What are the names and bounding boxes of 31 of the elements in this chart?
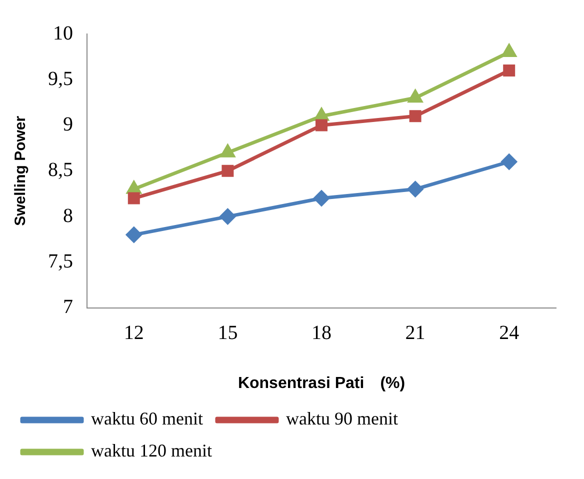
point (220, 144, 235, 158)
point (126, 227, 142, 243)
point (503, 64, 516, 76)
x-tick-label: 15 (218, 322, 238, 344)
point (408, 90, 422, 103)
x-axis-title: Konsentrasi Pati (%) (238, 374, 406, 392)
point (222, 164, 234, 177)
x-tick-label: 24 (499, 322, 520, 344)
y-tick-label: 7,5 (48, 250, 73, 272)
y-tick-label: 7 (63, 296, 73, 318)
y-tick-label: 9,5 (48, 68, 73, 90)
legend-label: waktu 60 menit (91, 408, 203, 429)
point (502, 44, 516, 58)
point (316, 119, 328, 132)
legend-label: waktu 120 menit (91, 440, 212, 461)
y-tick-label: 8 (63, 204, 73, 227)
y-tick-label: 10 (53, 22, 73, 44)
point (220, 208, 236, 224)
x-tick-label: 12 (124, 322, 144, 344)
legend-label: waktu 90 menit (286, 408, 398, 429)
point (314, 190, 330, 206)
point (128, 192, 140, 204)
y-axis-title: Swelling Power (12, 116, 30, 226)
y-tick-label: 9 (63, 114, 73, 136)
point (409, 110, 422, 122)
x-tick-label: 21 (405, 322, 426, 344)
point (314, 108, 328, 121)
y-tick-label: 8,5 (48, 159, 73, 182)
x-tick-label: 18 (312, 322, 332, 344)
point (501, 154, 517, 170)
point (408, 181, 424, 197)
